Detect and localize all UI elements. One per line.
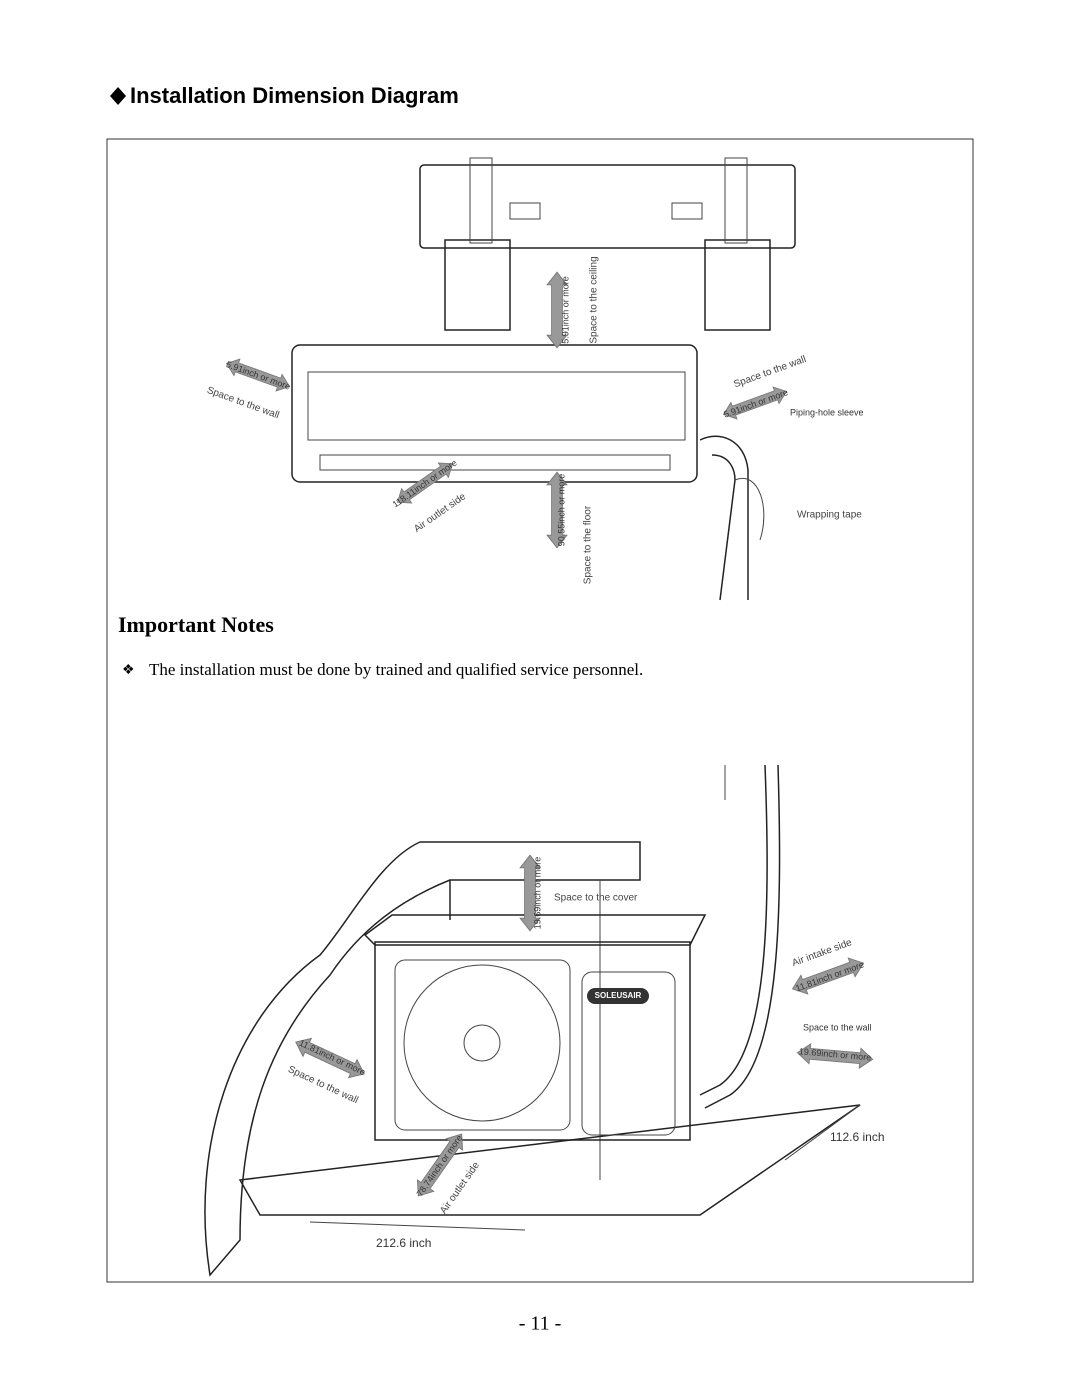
enclosure-wall: [204, 841, 641, 1277]
dimension-label: 19.69inch or more: [532, 857, 542, 930]
fan-hub: [463, 1024, 501, 1062]
indoor-unit: [291, 344, 698, 483]
outdoor-unit: [374, 941, 691, 1141]
dimension-line: [784, 1104, 861, 1161]
space-label: Space to the ceiling: [589, 256, 600, 343]
brand: SOLEUSAIR: [595, 991, 642, 1000]
note-bullet: ❖: [122, 663, 135, 678]
hook: [724, 157, 748, 244]
part-label: Piping-hole sleeve: [790, 407, 864, 417]
air-vent: [319, 454, 671, 471]
space-label: Space to the wall: [803, 1022, 872, 1032]
diagram-frame: [106, 138, 974, 1283]
note-text: The installation must be done by trained…: [149, 660, 643, 679]
floor: [238, 1104, 861, 1216]
unit-top: [363, 914, 707, 946]
dimension-label: 90.55inch or more: [556, 474, 566, 547]
brand-badge: [587, 988, 649, 1004]
dimension-label: 212.6 inch: [376, 1236, 431, 1250]
dimension-line: [309, 1221, 526, 1231]
slot: [671, 202, 703, 220]
mounting-plate: [419, 164, 796, 249]
diamond-bullet: [110, 87, 126, 105]
side-panel: [581, 971, 676, 1136]
space-label: Space to the cover: [554, 893, 638, 904]
hook: [469, 157, 493, 244]
slot: [509, 202, 541, 220]
page-number: - 11 -: [519, 1313, 562, 1335]
fan-grille: [394, 959, 571, 1131]
dimension-label: 5.91inch or more: [560, 276, 570, 344]
part-label: Wrapping tape: [797, 510, 862, 521]
bracket: [444, 239, 511, 331]
wrapping-tape: [734, 477, 765, 541]
space-label: Space to the floor: [583, 505, 594, 584]
notes-title: Important Notes: [118, 612, 274, 637]
bracket: [704, 239, 771, 331]
dimension-label: 112.6 inch: [830, 1130, 885, 1144]
page-title: Installation Dimension Diagram: [130, 83, 459, 108]
front-panel: [307, 371, 686, 441]
fan: [403, 964, 561, 1122]
pipe: [699, 764, 781, 1109]
